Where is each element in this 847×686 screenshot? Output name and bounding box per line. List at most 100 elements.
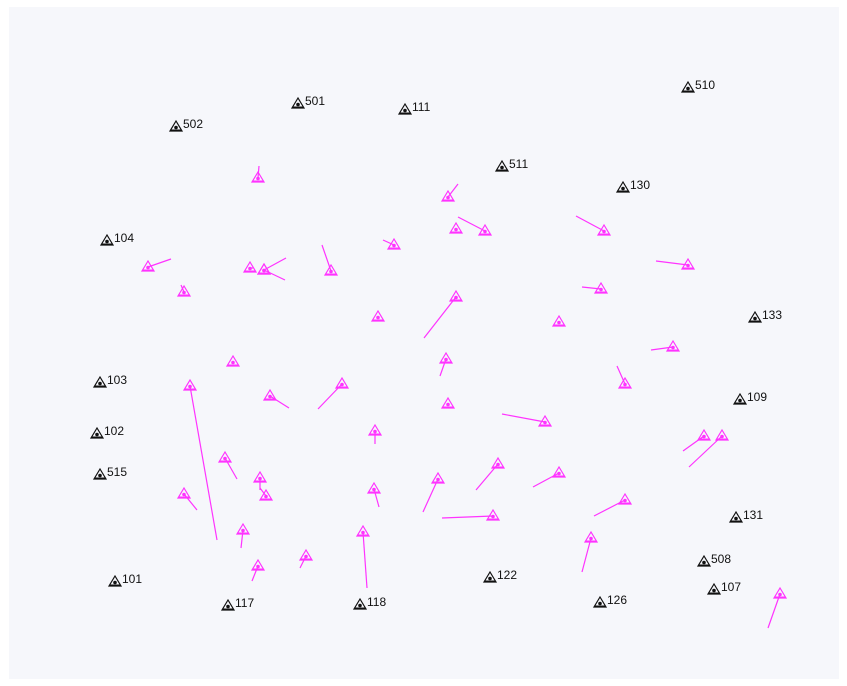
station-triangle-icon	[256, 262, 272, 275]
benchmark-122: 122	[482, 568, 517, 583]
station-triangle-icon	[176, 486, 192, 499]
station-triangle-icon-center	[491, 514, 495, 519]
station-triangle-icon-center	[361, 530, 365, 535]
displacement-vector	[448, 221, 464, 234]
vector-line	[457, 216, 486, 232]
station-triangle-icon-center	[392, 243, 396, 248]
station-triangle-icon	[217, 450, 233, 463]
displacement-vector	[440, 396, 456, 409]
benchmark-triangle-icon-center	[702, 560, 706, 565]
displacement-vector	[575, 215, 612, 236]
benchmark-triangle-icon	[728, 510, 744, 523]
station-triangle-icon-center	[188, 384, 192, 389]
benchmark-triangle-icon	[696, 554, 712, 567]
benchmark-104: 104	[99, 231, 134, 246]
benchmark-triangle-icon-center	[226, 604, 230, 609]
displacement-vector	[370, 309, 386, 322]
displacement-vector	[682, 428, 712, 452]
station-triangle-icon-center	[248, 266, 252, 271]
map-canvas	[9, 7, 839, 679]
vector-line	[532, 472, 560, 488]
station-triangle-icon	[772, 586, 788, 599]
benchmark-triangle-icon-center	[738, 398, 742, 403]
benchmark-107: 107	[706, 580, 741, 595]
benchmark-triangle-icon	[290, 96, 306, 109]
benchmark-label: 501	[305, 94, 325, 108]
benchmark-triangle-icon	[99, 233, 115, 246]
station-triangle-icon-center	[623, 382, 627, 387]
station-triangle-icon-center	[483, 229, 487, 234]
displacement-vector	[258, 487, 274, 501]
station-triangle-icon	[334, 376, 350, 389]
benchmark-triangle-icon	[680, 80, 696, 93]
displacement-vector	[242, 260, 258, 273]
vector-line	[259, 487, 267, 497]
station-triangle-icon-center	[256, 176, 260, 181]
vector-line	[147, 258, 172, 268]
vector-line	[189, 385, 218, 541]
station-triangle-icon-center	[256, 564, 260, 569]
displacement-vector	[616, 365, 633, 389]
displacement-vector	[532, 465, 567, 488]
vector-line	[269, 395, 290, 409]
benchmark-triangle-icon	[220, 598, 236, 611]
displacement-vector	[581, 281, 609, 294]
station-triangle-icon-center	[268, 394, 272, 399]
displacement-vector	[252, 470, 268, 490]
benchmark-501: 501	[290, 94, 325, 109]
benchmark-126: 126	[592, 593, 627, 608]
displacement-vector	[688, 428, 730, 468]
station-triangle-icon-center	[671, 345, 675, 350]
displacement-vector	[593, 492, 633, 517]
station-triangle-icon	[593, 281, 609, 294]
displacement-vector	[438, 351, 454, 377]
station-triangle-icon-center	[446, 195, 450, 200]
benchmark-label: 133	[762, 308, 782, 322]
station-triangle-icon-center	[146, 265, 150, 270]
station-triangle-icon-center	[376, 315, 380, 320]
benchmark-label: 107	[721, 580, 741, 594]
vector-line	[423, 296, 457, 339]
benchmark-label: 511	[509, 157, 528, 171]
station-triangle-icon-center	[329, 269, 333, 274]
benchmark-triangle-icon	[732, 392, 748, 405]
displacement-vector	[423, 289, 464, 339]
displacement-vector	[256, 262, 286, 281]
benchmark-label: 126	[607, 593, 627, 607]
station-triangle-icon	[448, 221, 464, 234]
station-triangle-icon	[323, 263, 339, 276]
benchmark-triangle-icon-center	[686, 86, 690, 91]
station-triangle-icon-center	[454, 295, 458, 300]
station-triangle-icon-center	[599, 287, 603, 292]
station-triangle-icon	[448, 289, 464, 302]
station-triangle-icon-center	[262, 268, 266, 273]
station-triangle-icon-center	[589, 536, 593, 541]
station-triangle-icon	[430, 471, 446, 484]
station-triangle-icon-center	[702, 434, 706, 439]
displacement-vector	[475, 456, 506, 491]
displacement-vector	[366, 481, 382, 508]
station-triangle-icon	[366, 481, 382, 494]
displacement-vector	[422, 471, 446, 513]
benchmark-103: 103	[92, 373, 127, 388]
station-triangle-icon-center	[557, 320, 561, 325]
vector-line	[575, 215, 605, 232]
benchmark-triangle-icon-center	[98, 381, 102, 386]
station-triangle-icon-center	[304, 554, 308, 559]
benchmark-label: 510	[695, 78, 715, 92]
station-triangle-icon	[386, 237, 402, 250]
station-triangle-icon-center	[258, 476, 262, 481]
benchmark-101: 101	[107, 572, 142, 587]
station-triangle-icon-center	[446, 402, 450, 407]
station-triangle-icon	[225, 354, 241, 367]
benchmark-118: 118	[352, 595, 386, 610]
displacement-vector	[321, 244, 339, 276]
benchmark-triangle-icon-center	[500, 165, 504, 170]
station-triangle-icon-center	[436, 477, 440, 482]
station-triangle-icon	[235, 522, 251, 535]
benchmark-117: 117	[220, 596, 254, 611]
benchmark-triangle-icon-center	[403, 108, 407, 113]
station-triangle-icon-center	[720, 434, 724, 439]
station-triangle-icon	[490, 456, 506, 469]
vector-line	[655, 260, 689, 266]
